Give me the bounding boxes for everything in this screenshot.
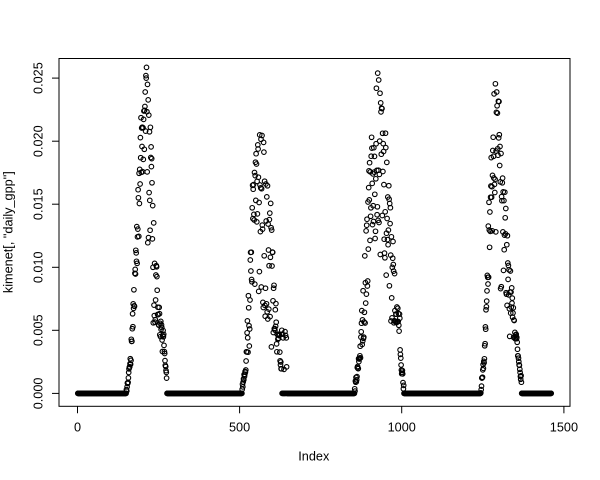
svg-text:0.015: 0.015 xyxy=(31,188,45,220)
svg-text:0.010: 0.010 xyxy=(31,251,45,283)
svg-text:1500: 1500 xyxy=(550,421,578,435)
svg-text:500: 500 xyxy=(229,421,250,435)
svg-text:0.025: 0.025 xyxy=(31,62,45,94)
svg-text:0.005: 0.005 xyxy=(31,314,45,346)
svg-text:kimenet[, "daily_gpp"]: kimenet[, "daily_gpp"] xyxy=(2,171,16,293)
svg-text:Index: Index xyxy=(298,450,330,464)
svg-text:1000: 1000 xyxy=(388,421,416,435)
svg-text:0.000: 0.000 xyxy=(31,378,45,410)
svg-text:0.020: 0.020 xyxy=(31,125,45,157)
svg-text:0: 0 xyxy=(74,421,81,435)
